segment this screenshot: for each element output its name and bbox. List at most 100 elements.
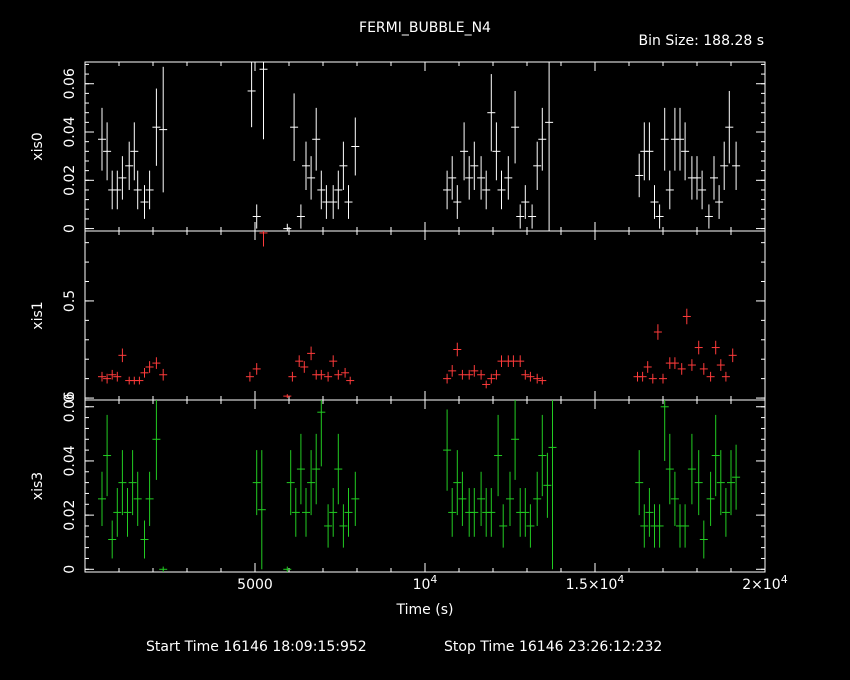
data-point-xis0 bbox=[159, 66, 168, 193]
data-point-xis0 bbox=[665, 170, 674, 210]
y-axis-label-xis3: xis3 bbox=[30, 472, 46, 500]
data-point-xis0 bbox=[317, 170, 326, 210]
data-point-xis0 bbox=[533, 141, 542, 190]
data-point-xis3 bbox=[670, 471, 679, 526]
data-point-xis1 bbox=[659, 373, 667, 384]
data-point-xis0 bbox=[140, 185, 149, 219]
data-point-xis0 bbox=[504, 156, 513, 200]
data-point-xis3 bbox=[727, 450, 735, 516]
data-point-xis1 bbox=[677, 363, 686, 375]
data-point-xis1 bbox=[699, 363, 708, 375]
data-point-xis0 bbox=[698, 170, 707, 210]
data-point-xis0 bbox=[497, 170, 506, 210]
data-point-xis0 bbox=[312, 107, 321, 171]
data-point-xis3 bbox=[339, 504, 348, 548]
x-axis-label: Time (s) bbox=[396, 602, 454, 618]
data-point-xis0 bbox=[715, 185, 724, 219]
data-point-xis3 bbox=[681, 504, 690, 548]
data-point-xis3 bbox=[302, 488, 310, 537]
data-point-xis1 bbox=[159, 368, 168, 381]
data-point-xis1 bbox=[533, 373, 542, 384]
start-time-label: Start Time 16146 18:09:15:952 bbox=[146, 639, 367, 655]
stop-time-label: Stop Time 16146 23:26:12:232 bbox=[444, 639, 662, 655]
data-point-xis0 bbox=[322, 185, 331, 219]
data-point-xis3 bbox=[252, 450, 261, 516]
data-point-xis3 bbox=[687, 433, 696, 505]
x-tick-label: 5000 bbox=[237, 577, 273, 593]
data-point-xis0 bbox=[725, 90, 734, 164]
data-point-xis1 bbox=[482, 380, 491, 389]
panel-frame bbox=[84, 399, 766, 573]
data-point-xis3 bbox=[470, 488, 479, 537]
data-point-xis3 bbox=[133, 471, 142, 526]
data-point-xis1 bbox=[113, 371, 122, 382]
data-point-xis0 bbox=[635, 153, 644, 198]
data-point-xis1 bbox=[135, 376, 144, 385]
data-point-xis1 bbox=[516, 355, 525, 367]
data-point-xis1 bbox=[341, 367, 350, 378]
x-tick-label: 104 bbox=[413, 573, 438, 593]
data-point-xis1 bbox=[288, 371, 297, 382]
y-tick-label: 0.06 bbox=[62, 68, 78, 99]
data-point-xis1 bbox=[643, 361, 652, 373]
y-axis-label-xis1: xis1 bbox=[30, 301, 46, 329]
data-point-xis1 bbox=[477, 369, 486, 380]
data-point-xis1 bbox=[521, 369, 530, 380]
data-point-xis3 bbox=[113, 488, 122, 537]
data-point-xis3 bbox=[548, 400, 557, 570]
data-point-xis3 bbox=[694, 450, 703, 516]
data-point-xis0 bbox=[118, 156, 127, 200]
data-point-xis1 bbox=[283, 394, 292, 399]
data-point-xis1 bbox=[458, 369, 467, 380]
data-point-xis1 bbox=[538, 376, 547, 385]
y-tick-label: 0.5 bbox=[62, 290, 78, 312]
data-point-xis1 bbox=[728, 348, 737, 363]
data-point-xis3 bbox=[334, 433, 343, 505]
data-point-xis0 bbox=[259, 62, 268, 140]
data-point-xis1 bbox=[653, 324, 662, 340]
data-point-xis0 bbox=[329, 185, 338, 219]
panel-xis0: 0 0.02 0.04 0.06 xis0 bbox=[30, 61, 766, 233]
data-point-xis3 bbox=[351, 471, 360, 526]
data-point-xis0 bbox=[528, 204, 537, 229]
data-point-xis0 bbox=[247, 62, 256, 128]
panel-group: 0 0.02 0.04 0.06 xis0 0 0.5 xis1 0 0.02 0.04 0.06 xi… bbox=[30, 61, 766, 574]
data-point-xis0 bbox=[720, 141, 729, 190]
data-point-xis3 bbox=[118, 450, 127, 516]
data-point-xis1 bbox=[252, 363, 261, 375]
data-point-xis1 bbox=[245, 371, 254, 382]
data-point-xis0 bbox=[334, 170, 343, 210]
data-point-xis0 bbox=[516, 204, 525, 229]
data-point-xis1 bbox=[317, 369, 326, 380]
data-point-xis1 bbox=[346, 376, 355, 385]
data-point-xis0 bbox=[482, 170, 491, 210]
data-point-xis3 bbox=[494, 414, 503, 497]
data-point-xis3 bbox=[506, 471, 514, 526]
data-point-xis0 bbox=[252, 204, 261, 229]
data-point-xis1 bbox=[307, 346, 316, 361]
y-tick-label: 0.04 bbox=[62, 116, 78, 147]
y-tick-label: 0.02 bbox=[62, 165, 78, 196]
data-point-xis3 bbox=[159, 566, 168, 572]
data-point-xis1 bbox=[721, 371, 730, 382]
data-point-xis0 bbox=[296, 204, 305, 229]
data-point-xis3 bbox=[98, 471, 106, 526]
data-point-xis3 bbox=[655, 504, 664, 548]
data-point-xis3 bbox=[732, 444, 741, 510]
data-point-xis0 bbox=[477, 156, 486, 200]
data-point-xis0 bbox=[302, 141, 310, 190]
data-point-xis0 bbox=[130, 122, 139, 181]
data-point-xis0 bbox=[545, 62, 554, 231]
x-axis: 5000 104 1.5×104 2×104 bbox=[237, 573, 788, 593]
data-point-xis1 bbox=[145, 361, 154, 373]
data-point-xis0 bbox=[521, 185, 530, 219]
panel-xis3: 0 0.02 0.04 0.06 xis3 bbox=[30, 391, 766, 574]
data-point-xis0 bbox=[660, 107, 669, 171]
data-point-xis0 bbox=[453, 185, 462, 219]
chart-title: FERMI_BUBBLE_N4 bbox=[359, 20, 491, 36]
data-point-xis1 bbox=[670, 357, 679, 369]
data-point-xis1 bbox=[453, 342, 462, 357]
data-point-xis0 bbox=[470, 141, 479, 190]
data-point-xis3 bbox=[543, 452, 552, 518]
data-point-xis3 bbox=[477, 471, 486, 526]
